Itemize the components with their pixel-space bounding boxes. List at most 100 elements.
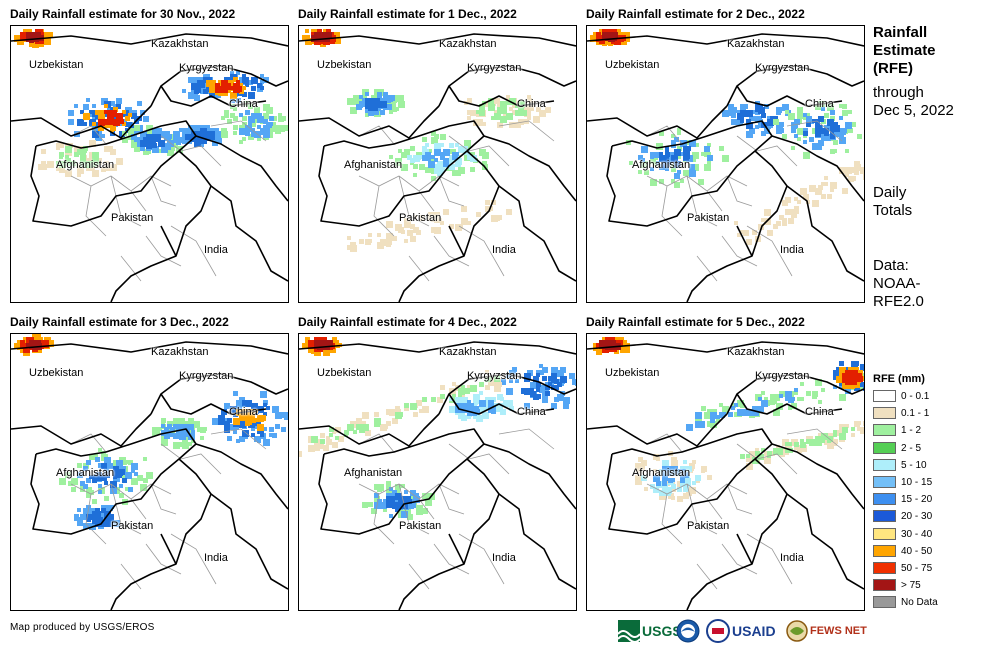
rain-area xyxy=(686,373,864,431)
rain-cell xyxy=(140,484,147,491)
rain-cell xyxy=(305,343,310,348)
rain-cell xyxy=(143,140,148,145)
rain-cell xyxy=(326,32,332,38)
rain-cell xyxy=(803,131,808,136)
rain-cell xyxy=(224,113,229,118)
rain-cell xyxy=(431,131,436,136)
rain-cell xyxy=(419,155,423,159)
rain-cell xyxy=(188,77,194,83)
rain-cell xyxy=(656,457,660,461)
rain-cell xyxy=(782,134,787,139)
rain-cell xyxy=(323,337,327,341)
rain-cell xyxy=(821,433,828,440)
rain-cell xyxy=(365,104,370,109)
country-label: Kazakhstan xyxy=(727,346,785,358)
sidebar-through-line: Dec 5, 2022 xyxy=(873,102,954,119)
rain-cell xyxy=(413,173,417,177)
rain-cell xyxy=(851,433,855,437)
rain-cell xyxy=(827,104,834,111)
rain-cell xyxy=(410,146,415,151)
rain-cell xyxy=(797,445,802,450)
rain-cell xyxy=(671,134,675,138)
rain-cell xyxy=(857,427,861,431)
rain-cell xyxy=(776,125,783,132)
rain-cell xyxy=(377,95,382,100)
rain-cell xyxy=(479,104,485,110)
sidebar-daily-line: Daily xyxy=(873,184,907,201)
rain-cell xyxy=(752,110,756,114)
rain-cell xyxy=(440,385,445,390)
rain-cell xyxy=(695,421,702,428)
rain-cell xyxy=(743,230,749,236)
rain-cell xyxy=(803,194,809,200)
rain-cell xyxy=(233,412,238,417)
rain-cell xyxy=(275,424,280,429)
country-label: Uzbekistan xyxy=(29,59,84,71)
rain-cell xyxy=(71,161,76,166)
rain-cell xyxy=(779,215,784,220)
rainfall-map: Kazakhstan Uzbekistan Kyrgyzstan China Afgha… xyxy=(586,333,865,611)
rain-cell xyxy=(791,403,797,409)
rain-cell xyxy=(245,131,250,136)
rain-cell xyxy=(314,35,321,42)
rain-cell xyxy=(98,125,104,131)
rain-cell xyxy=(461,394,465,398)
sidebar-data-source: Data: NOAA- RFE2.0 xyxy=(873,257,924,311)
rain-cell xyxy=(764,451,769,456)
rain-cell xyxy=(794,134,798,138)
rain-cell xyxy=(767,116,771,120)
country-label: Uzbekistan xyxy=(605,367,660,379)
rain-cell xyxy=(674,137,679,142)
rain-cell xyxy=(842,104,847,109)
rain-cell xyxy=(386,101,391,106)
rain-cell xyxy=(491,200,496,205)
rain-cell xyxy=(77,149,81,153)
rain-cell xyxy=(92,161,98,167)
country-label: Afghanistan xyxy=(56,467,115,479)
rain-cell xyxy=(437,397,443,403)
rain-cell xyxy=(47,161,54,168)
map-canvas xyxy=(11,334,288,610)
rain-cell xyxy=(305,29,309,33)
rain-cell xyxy=(263,439,270,446)
rain-cell xyxy=(434,149,441,156)
rain-cell xyxy=(242,86,246,90)
rain-cell xyxy=(842,427,848,433)
sidebar-title-line: Estimate xyxy=(873,42,936,59)
rain-cell xyxy=(89,152,93,156)
rain-cell xyxy=(170,146,175,151)
rain-cell xyxy=(842,373,846,377)
rain-cell xyxy=(863,173,864,180)
rain-cell xyxy=(194,95,200,101)
rain-cell xyxy=(377,484,384,491)
rain-cell xyxy=(464,415,468,419)
rain-cell xyxy=(116,104,121,109)
rain-cell xyxy=(77,463,82,468)
rain-cell xyxy=(746,119,751,124)
rain-cell xyxy=(95,457,100,462)
rain-cell xyxy=(479,382,484,387)
rain-cell xyxy=(41,149,46,154)
rain-cell xyxy=(821,107,825,111)
rain-cell xyxy=(797,448,802,453)
country-label: Kazakhstan xyxy=(439,346,497,358)
sidebar-data-line: Data: xyxy=(873,257,909,274)
rain-cell xyxy=(116,469,123,476)
rain-cell xyxy=(386,484,391,489)
rain-cell xyxy=(77,517,81,521)
rain-cell xyxy=(389,409,396,416)
rain-cell xyxy=(44,32,51,39)
rain-cell xyxy=(323,35,327,39)
rain-cell xyxy=(413,215,417,219)
rain-cell xyxy=(83,484,88,489)
rain-cell xyxy=(383,92,388,97)
rainfall-panel-3: Daily Rainfall estimate for 2 Dec., 2022… xyxy=(586,3,875,303)
rain-cell xyxy=(92,170,99,177)
rain-cell xyxy=(251,122,256,127)
rain-cell xyxy=(839,433,846,440)
rain-cell xyxy=(332,442,338,448)
rain-cell xyxy=(533,116,540,123)
rain-cell xyxy=(278,113,282,117)
country-label: India xyxy=(204,552,228,564)
rain-cell xyxy=(167,149,174,156)
